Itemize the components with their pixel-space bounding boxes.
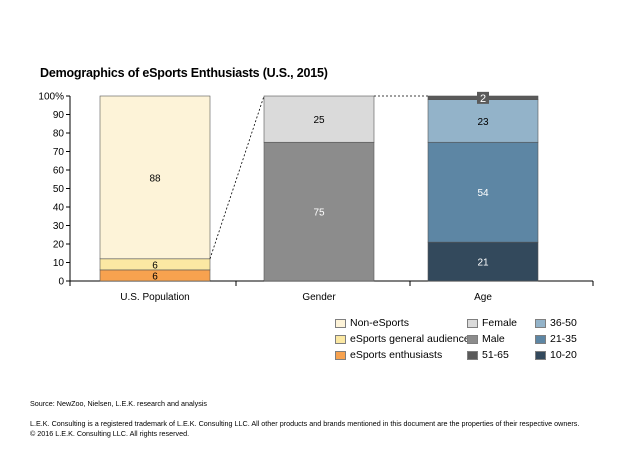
legend-column-age: 36-50 21-35 10-20	[535, 315, 577, 363]
trademark-text: L.E.K. Consulting is a registered tradem…	[30, 419, 580, 428]
chart-title: Demographics of eSports Enthusiasts (U.S…	[40, 66, 328, 80]
data-label-box	[477, 91, 489, 104]
x-category-label: Gender	[302, 292, 336, 303]
data-label: 21	[477, 258, 489, 269]
bar-segment-male	[263, 141, 375, 282]
legend-item-36-50: 36-50	[535, 315, 577, 331]
legend-swatch	[467, 318, 478, 328]
y-tick-label: 30	[53, 221, 65, 232]
legend-swatch	[335, 350, 346, 360]
y-tick-label: 0	[58, 277, 64, 288]
legend-swatch	[335, 334, 346, 344]
legend-swatch	[535, 318, 546, 328]
bar-segment-non-esports	[99, 95, 211, 260]
legend-label: eSports enthusiasts	[350, 349, 443, 361]
data-label: 54	[477, 188, 489, 199]
y-tick-label: 90	[53, 110, 65, 121]
data-label: 23	[477, 117, 489, 128]
y-tick-label: 20	[53, 240, 65, 251]
legend-swatch	[467, 334, 478, 344]
data-label: 6	[152, 271, 158, 282]
legend-item-female: Female	[467, 315, 517, 331]
legend-swatch	[467, 350, 478, 360]
legend-item-male: Male	[467, 331, 517, 347]
x-category-label: Age	[474, 292, 492, 303]
y-tick-label: 80	[53, 129, 65, 140]
legend-label: 36-50	[550, 317, 577, 329]
legend-item-esports-enthusiasts: eSports enthusiasts	[335, 347, 470, 363]
data-label: 6	[152, 260, 158, 271]
data-label: 2	[480, 93, 486, 105]
copyright-text: © 2016 L.E.K. Consulting LLC. All rights…	[30, 429, 190, 438]
legend-swatch	[335, 318, 346, 328]
y-tick-label: 70	[53, 147, 65, 158]
legend-swatch	[535, 350, 546, 360]
bar-segment-female	[263, 95, 375, 143]
legend-column-population: Non-eSports eSports general audience eSpor…	[335, 315, 470, 363]
legend-label: Non-eSports	[350, 317, 409, 329]
x-category-label: U.S. Population	[120, 292, 190, 303]
legend-label: 21-35	[550, 333, 577, 345]
legend-label: 10-20	[550, 349, 577, 361]
data-label: 88	[149, 173, 161, 184]
data-label: 75	[313, 208, 325, 219]
y-tick-label: 10	[53, 258, 65, 269]
y-tick-label: 50	[53, 184, 65, 195]
bar-segment-36-50	[427, 99, 539, 143]
legend-swatch	[535, 334, 546, 344]
data-label: 25	[313, 115, 325, 126]
legend-label: Female	[482, 317, 518, 329]
legend-column-gender: Female Male 51-65	[467, 315, 517, 363]
legend-item-esports-general-audience: eSports general audience	[335, 331, 470, 347]
y-tick-label: 60	[53, 166, 65, 177]
legend-label: 51-65	[482, 349, 509, 361]
legend-item-non-esports: Non-eSports	[335, 315, 470, 331]
y-tick-label: 40	[53, 203, 65, 214]
legend-label: eSports general audience	[350, 333, 470, 345]
connector-line	[209, 95, 265, 259]
bar-segment-21-35	[427, 141, 539, 243]
legend-item-10-20: 10-20	[535, 347, 577, 363]
legend-item-21-35: 21-35	[535, 331, 577, 347]
legend-label: Male	[482, 333, 505, 345]
y-tick-label: 100%	[38, 92, 64, 103]
source-note: Source: NewZoo, Nielsen, L.E.K. research…	[30, 399, 207, 408]
footer-note: L.E.K. Consulting is a registered tradem…	[30, 419, 579, 439]
legend-item-51-65: 51-65	[467, 347, 517, 363]
